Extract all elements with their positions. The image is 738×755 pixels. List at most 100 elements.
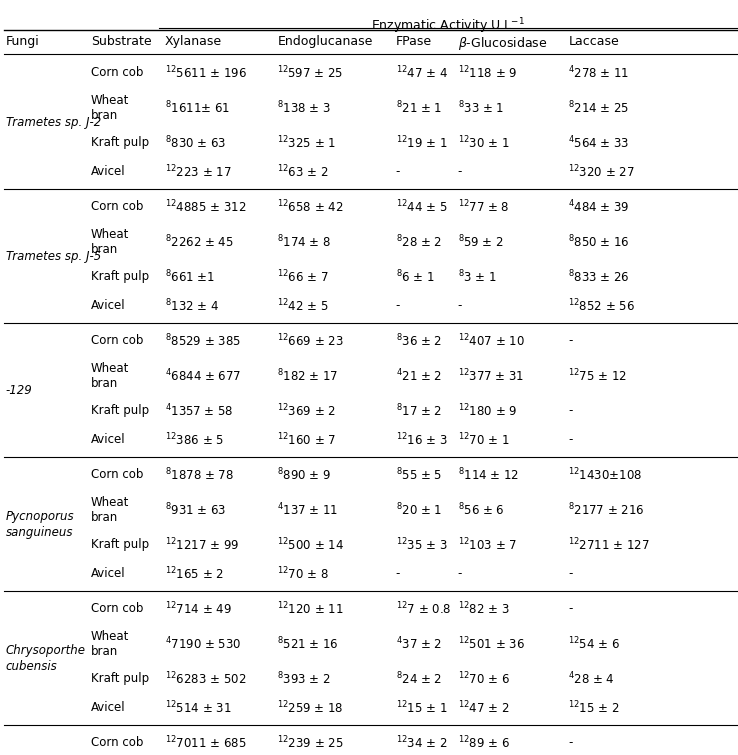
- Text: $^{8}$3 ± 1: $^{8}$3 ± 1: [458, 268, 497, 285]
- Text: $^{12}$70 ± 8: $^{12}$70 ± 8: [277, 565, 329, 582]
- Text: $^{12}$514 ± 31: $^{12}$514 ± 31: [165, 699, 231, 716]
- Text: Corn cob: Corn cob: [91, 736, 143, 749]
- Text: $^{4}$21 ± 2: $^{4}$21 ± 2: [396, 368, 442, 384]
- Text: $^{12}$7011 ± 685: $^{12}$7011 ± 685: [165, 735, 246, 751]
- Text: $^{8}$17 ± 2: $^{8}$17 ± 2: [396, 402, 442, 419]
- Text: -: -: [458, 567, 462, 580]
- Text: $^{8}$59 ± 2: $^{8}$59 ± 2: [458, 233, 503, 250]
- Text: -: -: [568, 567, 573, 580]
- Text: Avicel: Avicel: [91, 165, 125, 178]
- Text: $^{12}$42 ± 5: $^{12}$42 ± 5: [277, 297, 329, 314]
- Text: FPase: FPase: [396, 35, 432, 48]
- Text: Kraft pulp: Kraft pulp: [91, 136, 149, 149]
- Text: $^{12}$120 ± 11: $^{12}$120 ± 11: [277, 600, 344, 617]
- Text: $^{12}$19 ± 1: $^{12}$19 ± 1: [396, 134, 447, 151]
- Text: $^{12}$44 ± 5: $^{12}$44 ± 5: [396, 199, 447, 215]
- Text: $^{8}$24 ± 2: $^{8}$24 ± 2: [396, 670, 442, 687]
- Text: Pycnoporus
sanguineus: Pycnoporus sanguineus: [6, 510, 75, 538]
- Text: $^{12}$6283 ± 502: $^{12}$6283 ± 502: [165, 670, 246, 687]
- Text: Kraft pulp: Kraft pulp: [91, 270, 149, 283]
- Text: Kraft pulp: Kraft pulp: [91, 672, 149, 685]
- Text: Wheat
bran: Wheat bran: [91, 630, 129, 658]
- Text: Kraft pulp: Kraft pulp: [91, 538, 149, 551]
- Text: Avicel: Avicel: [91, 567, 125, 580]
- Text: Corn cob: Corn cob: [91, 334, 143, 347]
- Text: $^{8}$8529 ± 385: $^{8}$8529 ± 385: [165, 332, 241, 349]
- Text: Corn cob: Corn cob: [91, 602, 143, 615]
- Text: Corn cob: Corn cob: [91, 468, 143, 481]
- Text: $^{12}$16 ± 3: $^{12}$16 ± 3: [396, 431, 447, 448]
- Text: $^{12}$89 ± 6: $^{12}$89 ± 6: [458, 735, 509, 751]
- Text: $^{12}$669 ± 23: $^{12}$669 ± 23: [277, 332, 344, 349]
- Text: $^{12}$501 ± 36: $^{12}$501 ± 36: [458, 636, 525, 652]
- Text: -: -: [568, 433, 573, 446]
- Text: $^{12}$70 ± 1: $^{12}$70 ± 1: [458, 431, 509, 448]
- Text: -: -: [568, 602, 573, 615]
- Text: $^{12}$75 ± 12: $^{12}$75 ± 12: [568, 368, 627, 384]
- Text: $^{8}$33 ± 1: $^{8}$33 ± 1: [458, 100, 504, 116]
- Text: $\beta$-Glucosidase: $\beta$-Glucosidase: [458, 35, 547, 52]
- Text: Substrate: Substrate: [91, 35, 151, 48]
- Text: -: -: [458, 165, 462, 178]
- Text: $^{8}$56 ± 6: $^{8}$56 ± 6: [458, 501, 504, 518]
- Text: $^{8}$393 ± 2: $^{8}$393 ± 2: [277, 670, 331, 687]
- Text: $^{12}$852 ± 56: $^{12}$852 ± 56: [568, 297, 635, 314]
- Text: Fungi: Fungi: [6, 35, 40, 48]
- Text: $^{12}$30 ± 1: $^{12}$30 ± 1: [458, 134, 509, 151]
- Text: Chrysoporthe
cubensis: Chrysoporthe cubensis: [6, 644, 86, 673]
- Text: $^{8}$2177 ± 216: $^{8}$2177 ± 216: [568, 501, 644, 518]
- Text: $^{8}$6 ± 1: $^{8}$6 ± 1: [396, 268, 435, 285]
- Text: $^{12}$407 ± 10: $^{12}$407 ± 10: [458, 332, 524, 349]
- Text: Endoglucanase: Endoglucanase: [277, 35, 373, 48]
- Text: Trametes sp. J-5: Trametes sp. J-5: [6, 250, 101, 263]
- Text: $^{12}$386 ± 5: $^{12}$386 ± 5: [165, 431, 224, 448]
- Text: -129: -129: [6, 384, 32, 396]
- Text: $^{12}$15 ± 1: $^{12}$15 ± 1: [396, 699, 447, 716]
- Text: Wheat
bran: Wheat bran: [91, 495, 129, 524]
- Text: Avicel: Avicel: [91, 433, 125, 446]
- Text: Avicel: Avicel: [91, 299, 125, 312]
- Text: $^{12}$47 ± 2: $^{12}$47 ± 2: [458, 699, 509, 716]
- Text: Corn cob: Corn cob: [91, 66, 143, 79]
- Text: $^{8}$850 ± 16: $^{8}$850 ± 16: [568, 233, 630, 250]
- Text: $^{12}$165 ± 2: $^{12}$165 ± 2: [165, 565, 224, 582]
- Text: Corn cob: Corn cob: [91, 200, 143, 213]
- Text: $^{4}$137 ± 11: $^{4}$137 ± 11: [277, 501, 339, 518]
- Text: Laccase: Laccase: [568, 35, 619, 48]
- Text: $^{8}$1878 ± 78: $^{8}$1878 ± 78: [165, 467, 234, 483]
- Text: $^{8}$21 ± 1: $^{8}$21 ± 1: [396, 100, 442, 116]
- Text: $^{12}$160 ± 7: $^{12}$160 ± 7: [277, 431, 337, 448]
- Text: Wheat
bran: Wheat bran: [91, 94, 129, 122]
- Text: $^{8}$521 ± 16: $^{8}$521 ± 16: [277, 636, 339, 652]
- Text: $^{12}$103 ± 7: $^{12}$103 ± 7: [458, 536, 517, 553]
- Text: $^{12}$34 ± 2: $^{12}$34 ± 2: [396, 735, 447, 751]
- Text: $^{12}$320 ± 27: $^{12}$320 ± 27: [568, 163, 635, 180]
- Text: -: -: [396, 299, 400, 312]
- Text: $^{12}$77 ± 8: $^{12}$77 ± 8: [458, 199, 509, 215]
- Text: $^{4}$484 ± 39: $^{4}$484 ± 39: [568, 199, 630, 215]
- Text: $^{8}$931 ± 63: $^{8}$931 ± 63: [165, 501, 226, 518]
- Text: $^{12}$82 ± 3: $^{12}$82 ± 3: [458, 600, 509, 617]
- Text: $^{4}$1357 ± 58: $^{4}$1357 ± 58: [165, 402, 232, 419]
- Text: Xylanase: Xylanase: [165, 35, 221, 48]
- Text: $^{8}$174 ± 8: $^{8}$174 ± 8: [277, 233, 331, 250]
- Text: $^{12}$369 ± 2: $^{12}$369 ± 2: [277, 402, 337, 419]
- Text: $^{12}$35 ± 3: $^{12}$35 ± 3: [396, 536, 447, 553]
- Text: -: -: [568, 736, 573, 749]
- Text: $^{8}$182 ± 17: $^{8}$182 ± 17: [277, 368, 339, 384]
- Text: $^{4}$7190 ± 530: $^{4}$7190 ± 530: [165, 636, 241, 652]
- Text: -: -: [568, 404, 573, 417]
- Text: $^{12}$54 ± 6: $^{12}$54 ± 6: [568, 636, 620, 652]
- Text: $^{8}$36 ± 2: $^{8}$36 ± 2: [396, 332, 442, 349]
- Text: $^{12}$66 ± 7: $^{12}$66 ± 7: [277, 268, 329, 285]
- Text: $^{12}$259 ± 18: $^{12}$259 ± 18: [277, 699, 344, 716]
- Text: $^{8}$661 ±1: $^{8}$661 ±1: [165, 268, 215, 285]
- Text: $^{12}$500 ± 14: $^{12}$500 ± 14: [277, 536, 345, 553]
- Text: $^{12}$597 ± 25: $^{12}$597 ± 25: [277, 64, 343, 81]
- Text: Enzymatic Activity U L$^{-1}$: Enzymatic Activity U L$^{-1}$: [371, 17, 525, 36]
- Text: $^{8}$114 ± 12: $^{8}$114 ± 12: [458, 467, 519, 483]
- Text: $^{12}$1430±108: $^{12}$1430±108: [568, 467, 643, 483]
- Text: $^{8}$20 ± 1: $^{8}$20 ± 1: [396, 501, 442, 518]
- Text: $^{12}$63 ± 2: $^{12}$63 ± 2: [277, 163, 329, 180]
- Text: $^{8}$890 ± 9: $^{8}$890 ± 9: [277, 467, 331, 483]
